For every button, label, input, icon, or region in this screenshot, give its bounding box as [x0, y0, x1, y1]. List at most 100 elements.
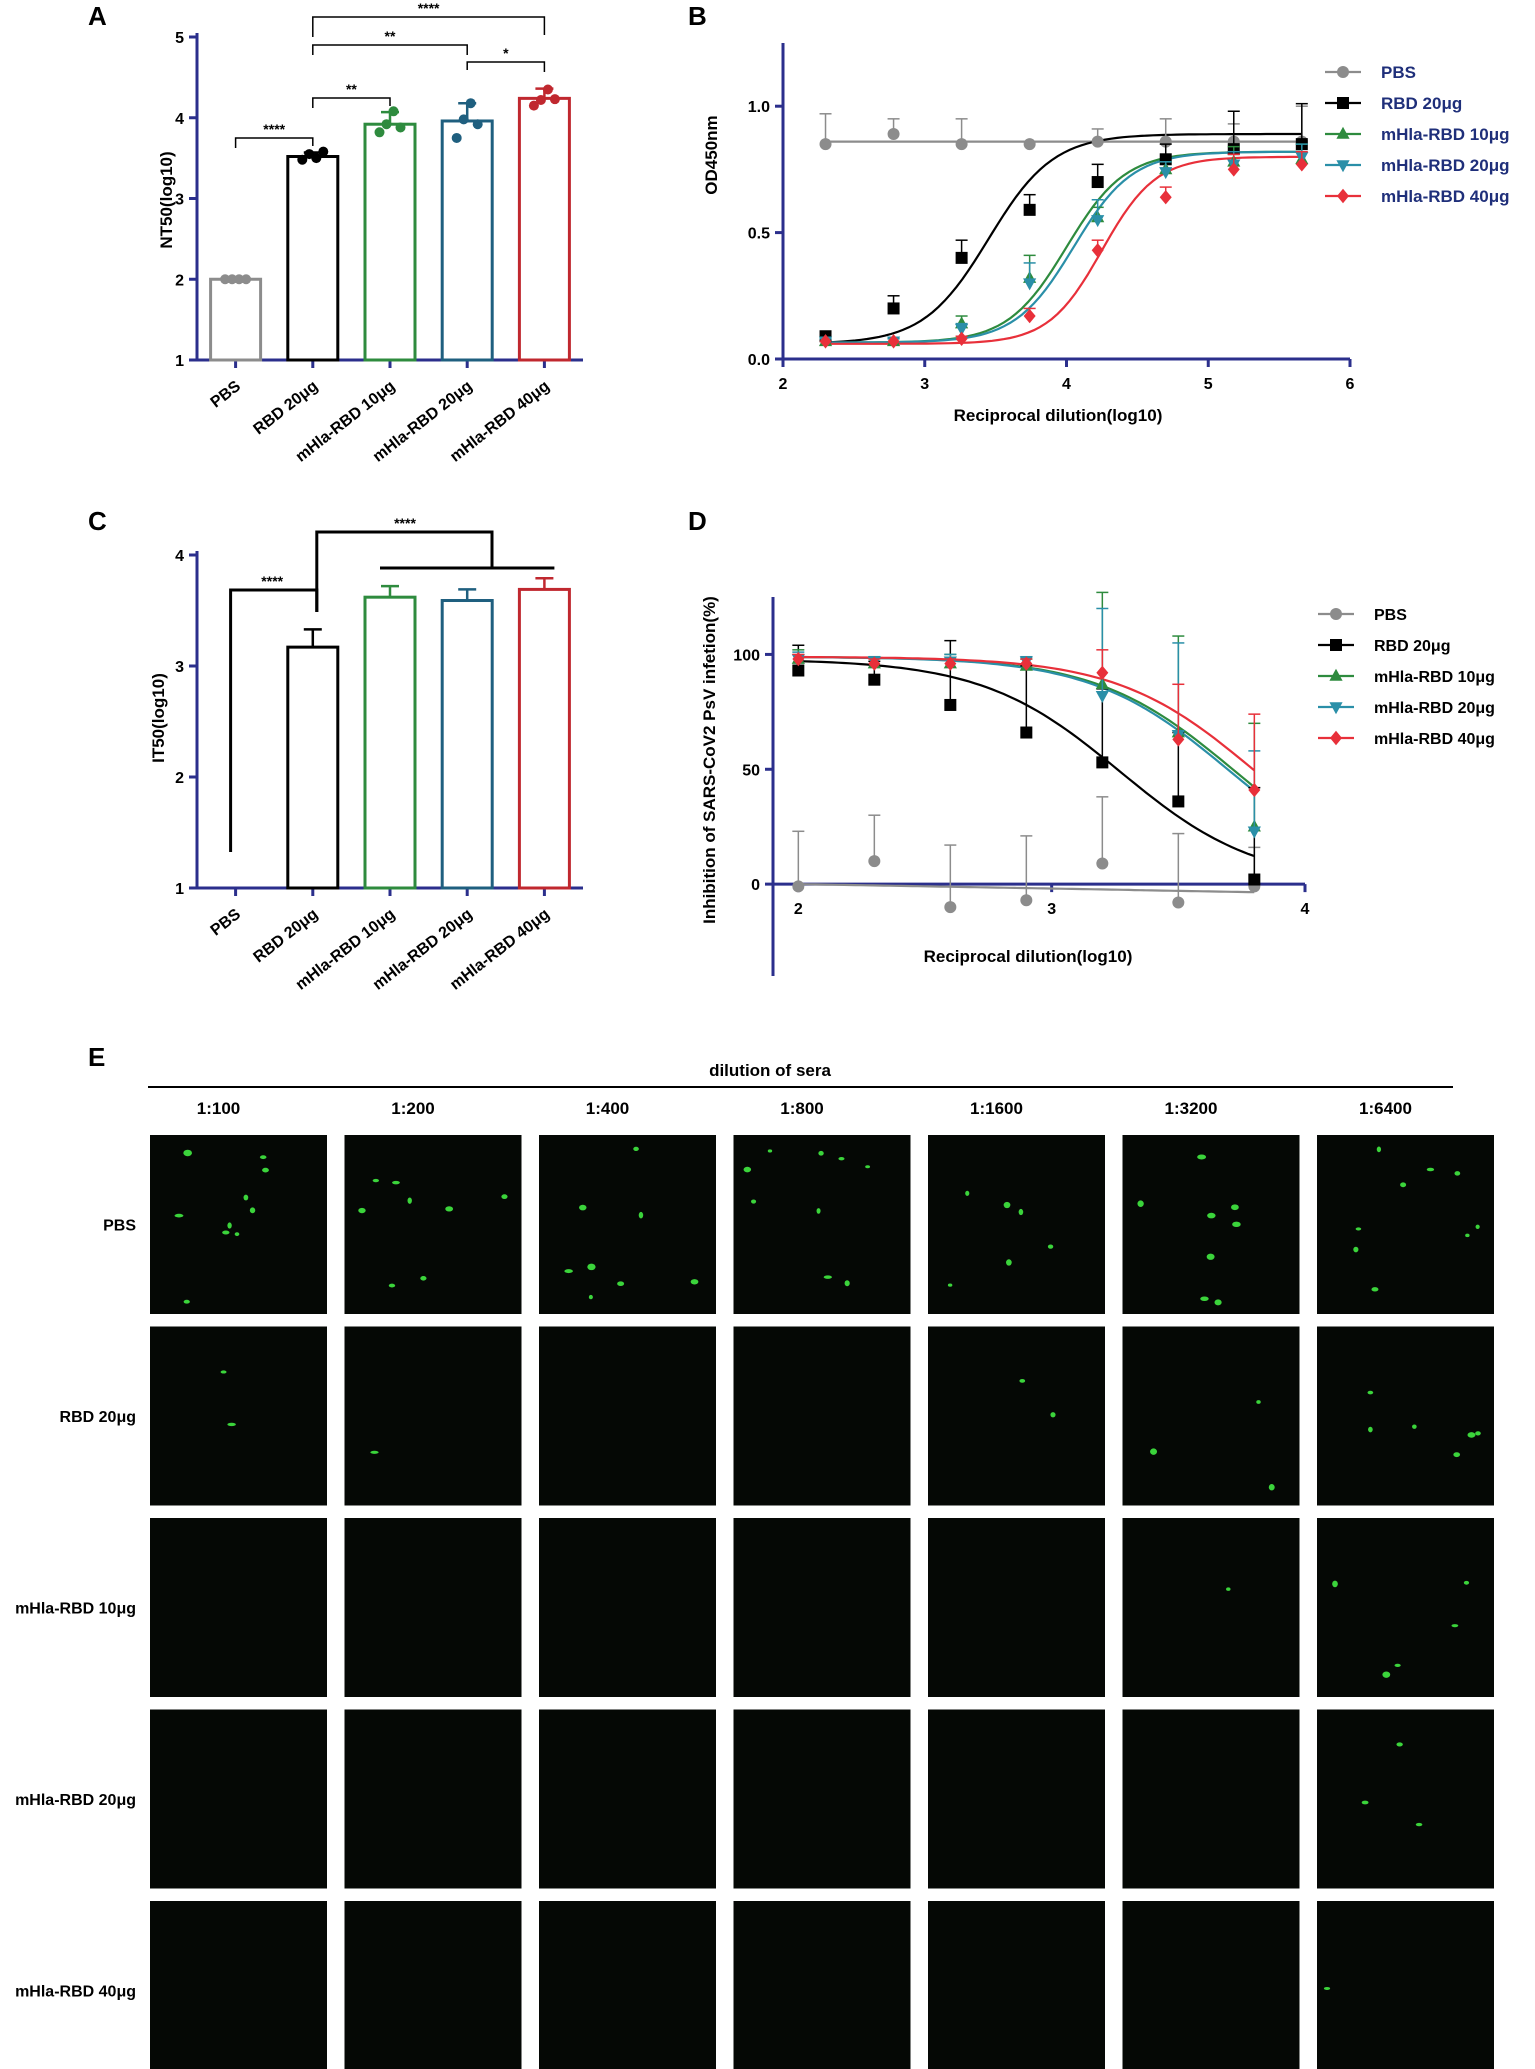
fluorescent-spot — [1232, 1221, 1241, 1228]
legend-label: mHla-RBD 40μg — [1381, 187, 1509, 206]
fluorescence-image — [928, 1135, 1105, 1314]
data-point — [542, 84, 553, 95]
data-point — [868, 656, 881, 671]
panel-e: E dilution of sera 1:100 1:200 1:400 1:800 1… — [15, 1042, 1494, 2069]
fluorescent-spot — [823, 1275, 832, 1279]
fluorescence-image — [150, 1518, 327, 1697]
fluorescent-spot — [1453, 1452, 1461, 1458]
fluorescence-image — [1317, 1518, 1494, 1697]
fluorescent-spot — [174, 1213, 184, 1218]
x-tick-label: 2 — [794, 901, 803, 918]
fluorescence-image — [1317, 1135, 1494, 1314]
panel-b-x-label: Reciprocal dilution(log10) — [954, 406, 1163, 425]
dilution-column-label: 1:6400 — [1359, 1099, 1412, 1118]
fluorescent-spot — [947, 1283, 953, 1287]
fluorescent-spot — [234, 1232, 240, 1237]
legend-marker — [1330, 608, 1342, 620]
fluorescent-spot — [1415, 1822, 1423, 1827]
panel-a-y-label: NT50(log10) — [157, 151, 176, 248]
fluorescence-image — [344, 1135, 522, 1314]
x-tick-label: 6 — [1346, 376, 1355, 393]
data-point — [955, 323, 969, 336]
panel-label-b: B — [688, 1, 707, 31]
fluorescent-spot — [743, 1166, 752, 1173]
data-point — [388, 106, 399, 117]
dilution-column-label: 1:100 — [197, 1099, 240, 1118]
fluorescent-spot — [1368, 1426, 1373, 1433]
panel-d-y-label: Inhibition of SARS-CoV2 PsV infetion(%) — [700, 596, 719, 924]
significance-bracket — [312, 44, 468, 55]
panel-b-y-label: OD450nm — [702, 115, 721, 194]
fluorescence-image — [1122, 1326, 1300, 1506]
fluorescent-spot — [1003, 1201, 1011, 1209]
significance-bracket — [315, 530, 494, 612]
fluorescent-spot — [183, 1149, 193, 1157]
data-point — [792, 651, 805, 667]
data-point — [944, 698, 957, 711]
fluorescent-spot — [1371, 1287, 1379, 1292]
fluorescent-spot — [1137, 1200, 1144, 1207]
legend-marker — [1329, 668, 1343, 681]
fluorescent-spot — [1467, 1432, 1476, 1438]
fluorescent-spot — [865, 1165, 871, 1169]
y-tick-label: 3 — [175, 659, 184, 676]
fluorescent-spot — [1197, 1154, 1207, 1160]
panel-b-plot: 0.0 0.5 1.0 2 3 4 5 6 PBS RBD 20μg mHla-RBD 10μg mH… — [748, 43, 1509, 393]
row-label: mHla-RBD 40μg — [15, 1984, 136, 2001]
fluorescent-spot — [259, 1155, 267, 1160]
fluorescent-spot — [249, 1207, 256, 1214]
fluorescent-spot — [1355, 1227, 1362, 1231]
legend-marker — [1336, 126, 1350, 139]
y-tick-label: 0 — [751, 877, 760, 894]
significance-label: * — [503, 45, 509, 61]
fluorescence-image — [1317, 1709, 1494, 1889]
fluorescent-spot — [579, 1204, 587, 1211]
y-tick-label: 3 — [175, 192, 184, 209]
data-point — [1023, 278, 1037, 291]
fluorescent-spot — [1256, 1400, 1261, 1404]
significance-bracket — [312, 16, 546, 37]
data-point — [549, 94, 560, 105]
fluorescence-image — [150, 1901, 327, 2069]
dilution-column-label: 1:400 — [586, 1099, 629, 1118]
fluorescence-image — [733, 1901, 911, 2069]
y-tick-label: 1.0 — [748, 99, 770, 116]
fluorescent-spot — [750, 1199, 757, 1204]
bar — [440, 119, 494, 362]
fluorescent-spot — [220, 1370, 227, 1374]
data-point — [451, 132, 462, 143]
x-tick-label: 2 — [779, 376, 788, 393]
fluorescence-image — [150, 1135, 327, 1314]
fluorescent-spot — [1231, 1204, 1239, 1211]
fluorescence-image — [928, 1709, 1105, 1889]
legend-marker — [1337, 66, 1349, 78]
legend-label: mHla-RBD 10μg — [1374, 669, 1495, 686]
fluorescent-spot — [407, 1197, 412, 1204]
bar — [209, 277, 263, 362]
x-tick-label: 4 — [1301, 901, 1310, 918]
dilution-column-label: 1:200 — [391, 1099, 434, 1118]
category-label: RBD 20μg — [251, 378, 322, 438]
fluorescence-image — [733, 1135, 911, 1314]
panel-b: B OD450nm Reciprocal dilution(log10) 0.0… — [688, 1, 1509, 425]
fluorescent-spot — [392, 1180, 400, 1185]
data-point — [1091, 215, 1105, 228]
legend-marker — [1337, 97, 1349, 109]
bar — [363, 595, 417, 890]
fluorescence-image — [539, 1135, 716, 1314]
y-tick-label: 0.5 — [748, 226, 770, 243]
legend-label: PBS — [1374, 607, 1407, 624]
fluorescent-spot — [1463, 1580, 1470, 1585]
data-point — [395, 122, 406, 133]
dilution-column-label: 1:800 — [780, 1099, 823, 1118]
data-point — [227, 274, 238, 285]
fluorescent-spot — [1426, 1167, 1435, 1172]
y-tick-label: 4 — [175, 548, 184, 565]
fluorescent-spot — [1451, 1624, 1459, 1628]
bar — [363, 122, 417, 362]
data-point — [1096, 665, 1109, 680]
panel-label-a: A — [88, 1, 107, 31]
